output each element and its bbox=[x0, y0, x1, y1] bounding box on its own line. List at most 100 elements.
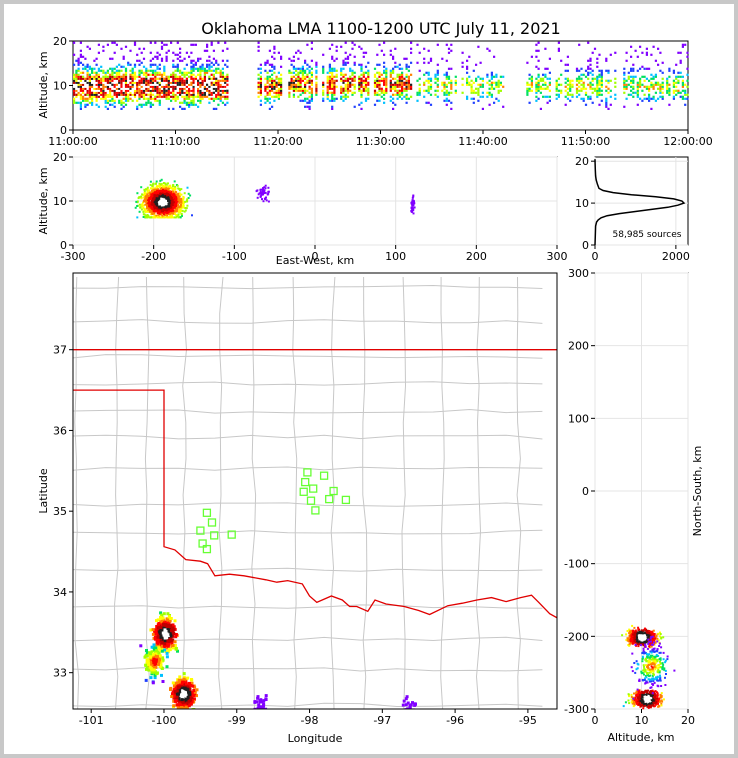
density-cell bbox=[210, 93, 213, 96]
density-cell bbox=[149, 105, 152, 108]
density-cell bbox=[102, 89, 105, 92]
density-cell bbox=[161, 214, 164, 217]
density-cell bbox=[280, 85, 283, 88]
density-cell bbox=[470, 79, 473, 82]
density-cell bbox=[77, 75, 80, 78]
density-cell bbox=[169, 639, 173, 643]
density-cell bbox=[486, 81, 489, 84]
density-cell bbox=[163, 93, 166, 96]
density-cell bbox=[95, 73, 98, 76]
density-cell bbox=[575, 67, 579, 70]
density-cell bbox=[177, 203, 180, 206]
density-cell bbox=[170, 695, 174, 698]
density-cell bbox=[472, 69, 475, 72]
density-cell bbox=[190, 101, 193, 104]
density-cell bbox=[154, 77, 157, 80]
density-cell bbox=[385, 67, 388, 70]
density-cell bbox=[164, 184, 167, 187]
density-cell bbox=[526, 93, 529, 96]
altitude-histogram-frame bbox=[594, 156, 689, 246]
density-cell bbox=[142, 89, 146, 92]
density-cell bbox=[124, 87, 128, 90]
density-cell bbox=[401, 71, 404, 74]
density-cell bbox=[77, 79, 80, 82]
density-cell bbox=[331, 83, 334, 86]
density-cell bbox=[560, 83, 563, 86]
density-cell bbox=[185, 51, 188, 54]
density-cell bbox=[582, 73, 585, 76]
density-cell bbox=[392, 101, 395, 104]
density-cell bbox=[308, 85, 311, 88]
density-cell bbox=[346, 61, 350, 64]
density-cell bbox=[290, 87, 293, 90]
density-cell bbox=[160, 91, 164, 94]
density-cell bbox=[145, 93, 148, 96]
density-cell bbox=[179, 59, 182, 62]
density-cell bbox=[360, 107, 363, 110]
density-cell bbox=[596, 89, 599, 92]
density-cell bbox=[192, 103, 195, 106]
density-cell bbox=[146, 202, 149, 205]
density-cell bbox=[148, 196, 151, 199]
density-cell bbox=[686, 85, 689, 88]
density-cell bbox=[661, 83, 664, 86]
density-cell bbox=[172, 684, 176, 688]
density-cell bbox=[488, 93, 491, 96]
density-cell bbox=[157, 208, 160, 211]
density-cell bbox=[410, 61, 413, 64]
density-cell bbox=[93, 67, 96, 70]
density-cell bbox=[259, 63, 262, 66]
density-cell bbox=[134, 206, 137, 209]
density-cell bbox=[199, 99, 202, 102]
density-cell bbox=[349, 85, 352, 88]
density-cell bbox=[349, 67, 352, 70]
density-cell bbox=[315, 87, 318, 90]
density-cell bbox=[360, 89, 363, 92]
density-cell bbox=[131, 93, 134, 96]
density-cell bbox=[297, 87, 300, 90]
density-cell bbox=[155, 200, 158, 203]
density-cell bbox=[153, 196, 155, 199]
density-cell bbox=[166, 195, 169, 197]
density-cell bbox=[598, 69, 601, 72]
density-cell bbox=[259, 81, 262, 84]
density-cell bbox=[180, 200, 183, 203]
density-cell bbox=[192, 85, 195, 88]
density-cell bbox=[403, 57, 406, 60]
density-cell bbox=[273, 91, 276, 94]
density-cell bbox=[163, 216, 165, 219]
density-cell bbox=[86, 85, 89, 88]
density-cell bbox=[100, 93, 103, 96]
density-cell bbox=[297, 73, 300, 76]
density-cell bbox=[149, 87, 152, 90]
density-cell bbox=[499, 89, 502, 92]
density-cell bbox=[383, 97, 386, 100]
density-cell bbox=[172, 89, 175, 92]
density-cell bbox=[194, 103, 197, 106]
density-cell bbox=[118, 85, 121, 88]
density-cell bbox=[172, 185, 174, 188]
density-cell bbox=[194, 67, 197, 70]
density-cell bbox=[170, 199, 172, 202]
density-cell bbox=[468, 75, 471, 78]
density-cell bbox=[178, 682, 182, 686]
density-cell bbox=[411, 196, 414, 199]
density-cell bbox=[184, 682, 188, 686]
density-cell bbox=[111, 97, 114, 100]
density-cell bbox=[268, 85, 271, 88]
density-cell bbox=[273, 99, 276, 102]
density-cell bbox=[560, 91, 563, 94]
density-cell bbox=[97, 105, 100, 108]
density-cell bbox=[224, 79, 227, 82]
density-cell bbox=[271, 95, 274, 98]
density-cell bbox=[201, 83, 204, 86]
density-cell bbox=[163, 193, 166, 196]
density-cell bbox=[153, 636, 157, 639]
density-cell bbox=[113, 105, 116, 108]
density-cell bbox=[82, 63, 85, 66]
density-cell bbox=[217, 91, 220, 94]
density-cell bbox=[159, 194, 162, 197]
density-cell bbox=[259, 89, 262, 92]
density-cell bbox=[600, 89, 603, 92]
density-cell bbox=[385, 89, 388, 92]
